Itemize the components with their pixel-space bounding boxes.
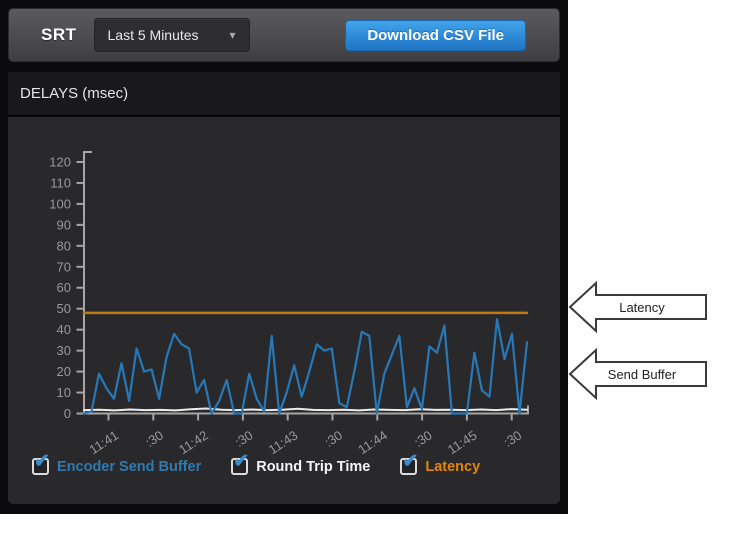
left-arrow-shape — [568, 280, 707, 334]
svg-text:11:41: 11:41 — [86, 427, 121, 457]
annotation-label: Latency — [619, 300, 665, 315]
svg-text:90: 90 — [57, 217, 71, 232]
svg-text:20: 20 — [57, 364, 71, 379]
time-range-value: Last 5 Minutes — [107, 27, 199, 43]
srt-stats-panel: SRT Last 5 Minutes ▾ Download CSV File D… — [0, 0, 568, 514]
svg-text:110: 110 — [50, 175, 71, 190]
svg-text:40: 40 — [57, 322, 71, 337]
svg-text::30: :30 — [143, 427, 166, 449]
svg-text:120: 120 — [49, 154, 71, 169]
legend-label: Latency — [425, 458, 481, 475]
page-title: SRT — [41, 25, 77, 44]
send-buffer-annotation-arrow: Send Buffer — [568, 347, 707, 401]
left-arrow-shape — [568, 347, 707, 401]
legend-item-latency[interactable]: ✔ Latency — [400, 452, 481, 475]
svg-text:70: 70 — [57, 259, 71, 274]
delays-chart: 0 10 20 30 40 50 60 70 80 90 100 110 120 11:41 :30 11:4… — [49, 151, 529, 457]
svg-text:11:45: 11:45 — [445, 427, 480, 457]
checkbox-encoder-send-buffer[interactable]: ✔ — [32, 452, 50, 475]
legend-item-encoder-send-buffer[interactable]: ✔ Encoder Send Buffer — [32, 452, 202, 475]
download-csv-button[interactable]: Download CSV File — [345, 19, 526, 51]
svg-text:60: 60 — [57, 280, 71, 295]
svg-text:80: 80 — [57, 238, 71, 253]
checkmark-icon: ✔ — [34, 451, 50, 472]
svg-text:30: 30 — [57, 343, 71, 358]
svg-text::30: :30 — [322, 427, 345, 449]
legend-item-round-trip-time[interactable]: ✔ Round Trip Time — [231, 452, 371, 475]
legend-label: Encoder Send Buffer — [57, 458, 202, 475]
chart-legend: ✔ Encoder Send Buffer ✔ Round Trip Time … — [32, 452, 481, 475]
svg-text:11:43: 11:43 — [266, 427, 301, 457]
svg-text:11:44: 11:44 — [355, 427, 390, 457]
svg-text::30: :30 — [411, 427, 434, 449]
checkbox-latency[interactable]: ✔ — [400, 452, 418, 475]
checkbox-round-trip-time[interactable]: ✔ — [231, 452, 249, 475]
checkmark-icon: ✔ — [402, 451, 419, 472]
delays-section-header: DELAYS (msec) — [8, 72, 560, 116]
chevron-down-icon: ▾ — [229, 28, 236, 42]
delays-chart-panel: 0 10 20 30 40 50 60 70 80 90 100 110 120 11:41 :30 11:4… — [8, 117, 560, 504]
svg-text:10: 10 — [57, 385, 71, 400]
header-bar: SRT Last 5 Minutes ▾ Download CSV File — [8, 8, 560, 62]
svg-text::30: :30 — [501, 427, 524, 449]
svg-text:50: 50 — [57, 301, 71, 316]
legend-label: Round Trip Time — [256, 458, 371, 475]
checkmark-icon: ✔ — [233, 451, 250, 472]
latency-annotation-arrow: Latency — [568, 280, 707, 334]
section-title: DELAYS (msec) — [20, 85, 129, 102]
svg-text:100: 100 — [49, 196, 71, 211]
annotation-label: Send Buffer — [608, 367, 677, 382]
svg-text::30: :30 — [232, 427, 255, 449]
svg-text:0: 0 — [64, 406, 71, 421]
time-range-dropdown[interactable]: Last 5 Minutes ▾ — [93, 18, 250, 52]
svg-text:11:42: 11:42 — [176, 427, 211, 457]
